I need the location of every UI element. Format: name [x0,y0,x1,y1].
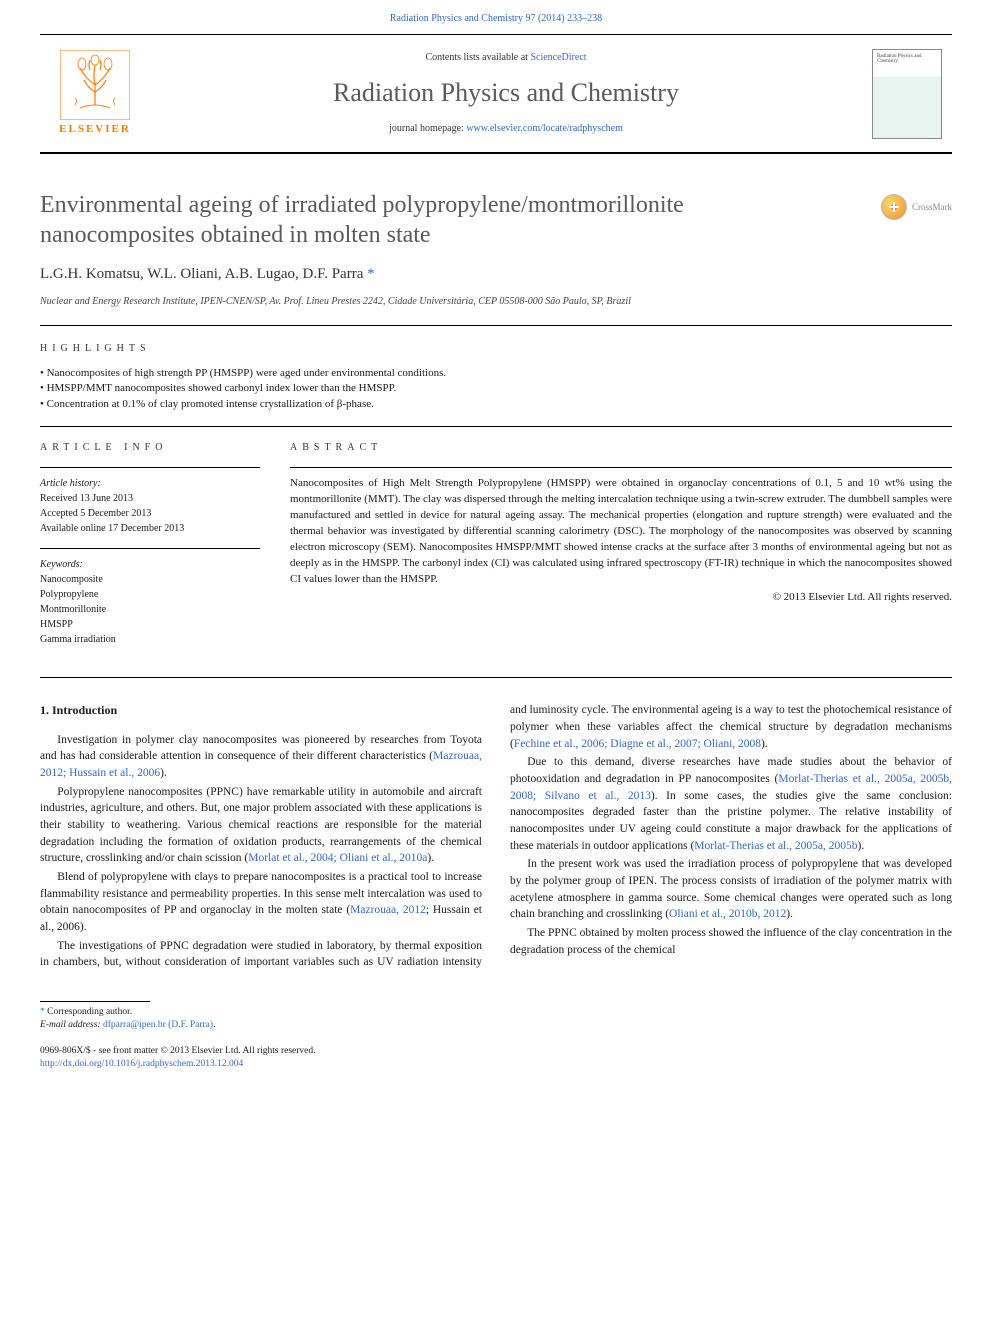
section-heading-intro: 1. Introduction [40,702,482,719]
keyword: Montmorillonite [40,602,260,617]
article-info: ARTICLE INFO Article history: Received 1… [40,441,260,659]
journal-masthead: ELSEVIER Contents lists available at Sci… [40,34,952,154]
body-paragraph: Polypropylene nanocomposites (PPNC) have… [40,784,482,867]
keywords-label: Keywords: [40,557,260,572]
abstract: ABSTRACT Nanocomposites of High Melt Str… [290,441,952,659]
running-header: Radiation Physics and Chemistry 97 (2014… [0,0,992,34]
sciencedirect-link[interactable]: ScienceDirect [530,52,586,63]
journal-homepage: journal homepage: www.elsevier.com/locat… [389,122,623,136]
journal-name: Radiation Physics and Chemistry [333,75,679,111]
cover-thumbnail: Radiation Physics and Chemistry [872,49,942,139]
body-paragraph: The PPNC obtained by molten process show… [510,925,952,958]
citation-link[interactable]: Morlat et al., 2004; Oliani et al., 2010… [248,852,427,864]
body-paragraph: Blend of polypropylene with clays to pre… [40,869,482,936]
email-note: E-mail address: dfparra@ipen.br (D.F. Pa… [40,1019,470,1032]
divider [40,677,952,678]
highlights-label: HIGHLIGHTS [40,326,952,366]
crossmark-icon [881,194,907,220]
info-abstract-row: ARTICLE INFO Article history: Received 1… [40,427,952,677]
corresponding-author-note: * Corresponding author. [40,1006,470,1019]
footnote-rule [40,1001,150,1002]
article-header: CrossMark Environmental ageing of irradi… [40,190,952,309]
citation-link[interactable]: Mazrouaa, 2012 [350,904,426,916]
received-date: Received 13 June 2013 [40,491,260,506]
homepage-link[interactable]: www.elsevier.com/locate/radphyschem [466,123,623,134]
issn-line: 0969-806X/$ - see front matter © 2013 El… [40,1045,952,1058]
affiliation: Nuclear and Energy Research Institute, I… [40,295,952,309]
keyword: Polypropylene [40,587,260,602]
divider [40,548,260,549]
elsevier-tree-icon [60,50,130,120]
crossmark-badge[interactable]: CrossMark [881,194,952,220]
highlight-item: Nanocomposites of high strength PP (HMSP… [40,366,952,381]
body-columns: 1. Introduction Investigation in polymer… [40,702,952,971]
crossmark-label: CrossMark [912,201,952,214]
keyword: Nanocomposite [40,572,260,587]
highlight-item: HMSPP/MMT nanocomposites showed carbonyl… [40,381,952,396]
divider [40,467,260,468]
corresponding-mark: * [363,266,374,282]
footnotes: * Corresponding author. E-mail address: … [40,1001,470,1033]
journal-cover: Radiation Physics and Chemistry [862,35,952,152]
article-info-label: ARTICLE INFO [40,441,260,455]
highlights-section: HIGHLIGHTS Nanocomposites of high streng… [40,326,952,426]
citation-link[interactable]: Morlat-Therias et al., 2005a, 2005b [694,840,857,852]
online-date: Available online 17 December 2013 [40,521,260,536]
citation-link[interactable]: Radiation Physics and Chemistry 97 (2014… [390,13,602,24]
highlights-list: Nanocomposites of high strength PP (HMSP… [40,366,952,426]
authors: L.G.H. Komatsu, W.L. Oliani, A.B. Lugao,… [40,264,952,285]
accepted-date: Accepted 5 December 2013 [40,506,260,521]
body-paragraph: In the present work was used the irradia… [510,856,952,923]
abstract-copyright: © 2013 Elsevier Ltd. All rights reserved… [290,590,952,605]
divider [290,467,952,468]
abstract-text: Nanocomposites of High Melt Strength Pol… [290,476,952,588]
body-paragraph: Investigation in polymer clay nanocompos… [40,732,482,782]
keyword: Gamma irradiation [40,632,260,647]
abstract-label: ABSTRACT [290,441,952,455]
footer: 0969-806X/$ - see front matter © 2013 El… [40,1045,952,1072]
elsevier-logo: ELSEVIER [40,35,150,152]
contents-available: Contents lists available at ScienceDirec… [425,51,586,65]
article-title: Environmental ageing of irradiated polyp… [40,190,820,250]
history-label: Article history: [40,476,260,491]
doi-link[interactable]: http://dx.doi.org/10.1016/j.radphyschem.… [40,1059,243,1069]
journal-center: Contents lists available at ScienceDirec… [150,35,862,152]
body-paragraph: Due to this demand, diverse researches h… [510,754,952,854]
highlight-item: Concentration at 0.1% of clay promoted i… [40,397,952,412]
email-link[interactable]: dfparra@ipen.br (D.F. Parra) [103,1020,213,1030]
elsevier-wordmark: ELSEVIER [59,122,131,137]
citation-link[interactable]: Oliani et al., 2010b, 2012 [669,908,786,920]
citation-link[interactable]: Fechine et al., 2006; Diagne et al., 200… [514,738,761,750]
keyword: HMSPP [40,617,260,632]
